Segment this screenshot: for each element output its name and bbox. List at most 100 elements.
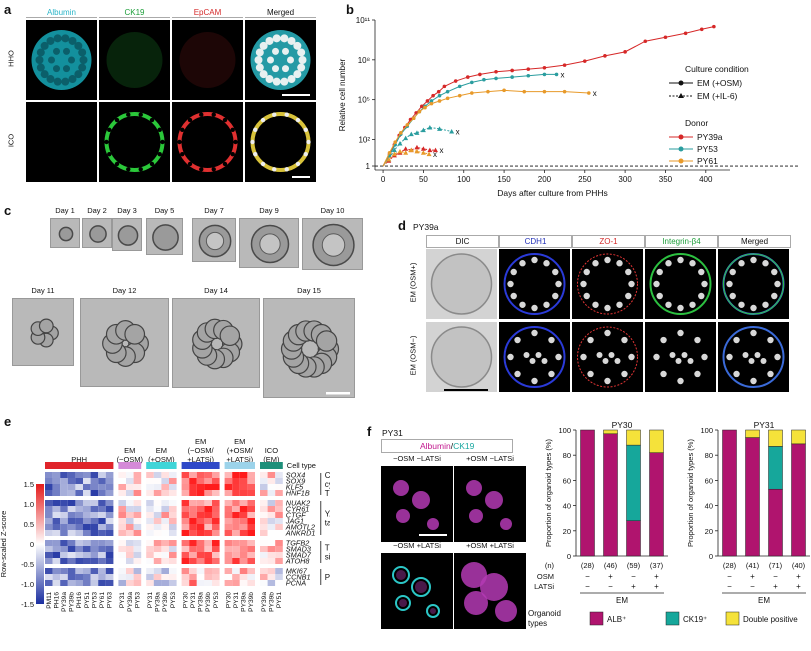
heatmap-cell — [146, 518, 154, 524]
heatmap-cell — [98, 574, 106, 580]
colorbar-tick-label: -0.5 — [21, 560, 34, 569]
data-point — [411, 116, 416, 121]
heatmap-cell — [75, 546, 83, 552]
heatmap-cell — [212, 574, 220, 580]
colorbar-tick-label: 1.5 — [24, 480, 34, 489]
heatmap-cell — [52, 524, 61, 530]
alb-organoid — [469, 509, 483, 523]
heatmap-cell — [204, 580, 212, 586]
heatmap-cell — [247, 540, 255, 546]
fluorescence-image — [381, 553, 453, 629]
heatmap-cell — [267, 512, 276, 518]
heatmap-cell — [189, 568, 197, 574]
panel-d-image-art — [430, 253, 493, 315]
heatmap-cell — [67, 478, 76, 484]
day-label: Day 14 — [204, 286, 228, 295]
heatmap-cell — [260, 518, 268, 524]
heatmap-cell — [98, 540, 106, 546]
heatmap-cell — [189, 540, 197, 546]
heatmap-cell — [83, 484, 91, 490]
heatmap-cell — [212, 518, 220, 524]
legend-donor-label: PY39a — [697, 132, 723, 142]
bar-segment — [791, 429, 806, 445]
heatmap-cell — [169, 478, 177, 484]
nucleus — [583, 268, 590, 276]
heatmap-cell — [181, 478, 190, 484]
heatmap-cell — [146, 546, 154, 552]
n-row-label: (n) — [545, 561, 555, 570]
nucleus — [771, 292, 778, 300]
heatmap-cell — [247, 506, 255, 512]
column-label: PH16 — [76, 592, 83, 609]
column-label: PY39a — [155, 592, 162, 612]
heatmap-cell — [212, 506, 220, 512]
heatmap-cell — [204, 530, 212, 536]
heatmap-cell — [75, 472, 83, 478]
nucleus — [548, 370, 555, 378]
data-point — [420, 127, 426, 133]
nucleus — [180, 151, 185, 157]
day-image-art — [250, 224, 290, 264]
legend-marker — [678, 80, 684, 86]
alb-organoid — [500, 518, 512, 530]
column-label: PY53 — [213, 592, 220, 608]
heatmap-cell — [161, 518, 169, 524]
heatmap-cell — [169, 552, 177, 558]
n-label: (59) — [627, 561, 641, 570]
panel-d-image — [572, 249, 643, 319]
panel-d-image-art — [577, 326, 638, 388]
nucleus — [255, 63, 264, 72]
heatmap-cell — [126, 518, 134, 524]
data-point — [526, 67, 531, 71]
heatmap-cell — [60, 472, 68, 478]
day-label: Day 7 — [204, 206, 224, 215]
nucleus — [660, 336, 667, 344]
heatmap-cell — [169, 500, 177, 506]
condition-label: +OSM +LATSi — [466, 541, 514, 550]
heatmap-cell — [224, 472, 233, 478]
heatmap-cell — [126, 580, 134, 586]
heatmap-cell — [126, 558, 134, 564]
heatmap-cell — [60, 530, 68, 536]
heatmap-cell — [275, 500, 283, 506]
nucleus — [79, 56, 88, 64]
heatmap-cell — [196, 558, 205, 564]
data-point — [494, 76, 498, 81]
heatmap-cell — [247, 524, 255, 530]
heatmap-cell — [90, 580, 99, 586]
heatmap-cell — [169, 546, 177, 552]
column-label: PY30 — [225, 592, 232, 608]
heatmap-cell — [275, 552, 283, 558]
nucleus — [762, 260, 769, 267]
lumen — [205, 231, 225, 251]
nucleus — [750, 256, 757, 264]
legend-marker — [678, 146, 684, 152]
group-color-bar — [45, 462, 114, 469]
heatmap-cell — [146, 490, 154, 496]
heatmap-cell — [90, 540, 99, 546]
n-label: (41) — [746, 561, 760, 570]
heatmap-cell — [260, 484, 268, 490]
nucleus — [68, 36, 77, 45]
heatmap-cell — [247, 568, 255, 574]
y-axis-label: Proportion of organoid types (%) — [686, 439, 695, 547]
heatmap-cell — [75, 524, 83, 530]
bar-segment — [603, 429, 618, 435]
cell-type-label: Cell type — [287, 461, 316, 470]
nucleus — [177, 139, 182, 145]
heatmap-cell — [275, 512, 283, 518]
heatmap-cell — [232, 558, 240, 564]
heatmap-cell — [267, 558, 276, 564]
block-label: cyte — [325, 480, 330, 489]
nucleus — [529, 358, 536, 364]
heatmap-cell — [45, 490, 53, 496]
heatmap-cell — [239, 574, 248, 580]
bar-segment — [580, 429, 595, 557]
heatmap-cell — [133, 540, 142, 546]
nucleus — [774, 280, 781, 288]
heatmap-cell — [239, 540, 248, 546]
nucleus — [36, 63, 45, 72]
n-label: (71) — [769, 561, 783, 570]
heatmap-cell — [126, 574, 134, 580]
nucleus — [625, 292, 632, 300]
